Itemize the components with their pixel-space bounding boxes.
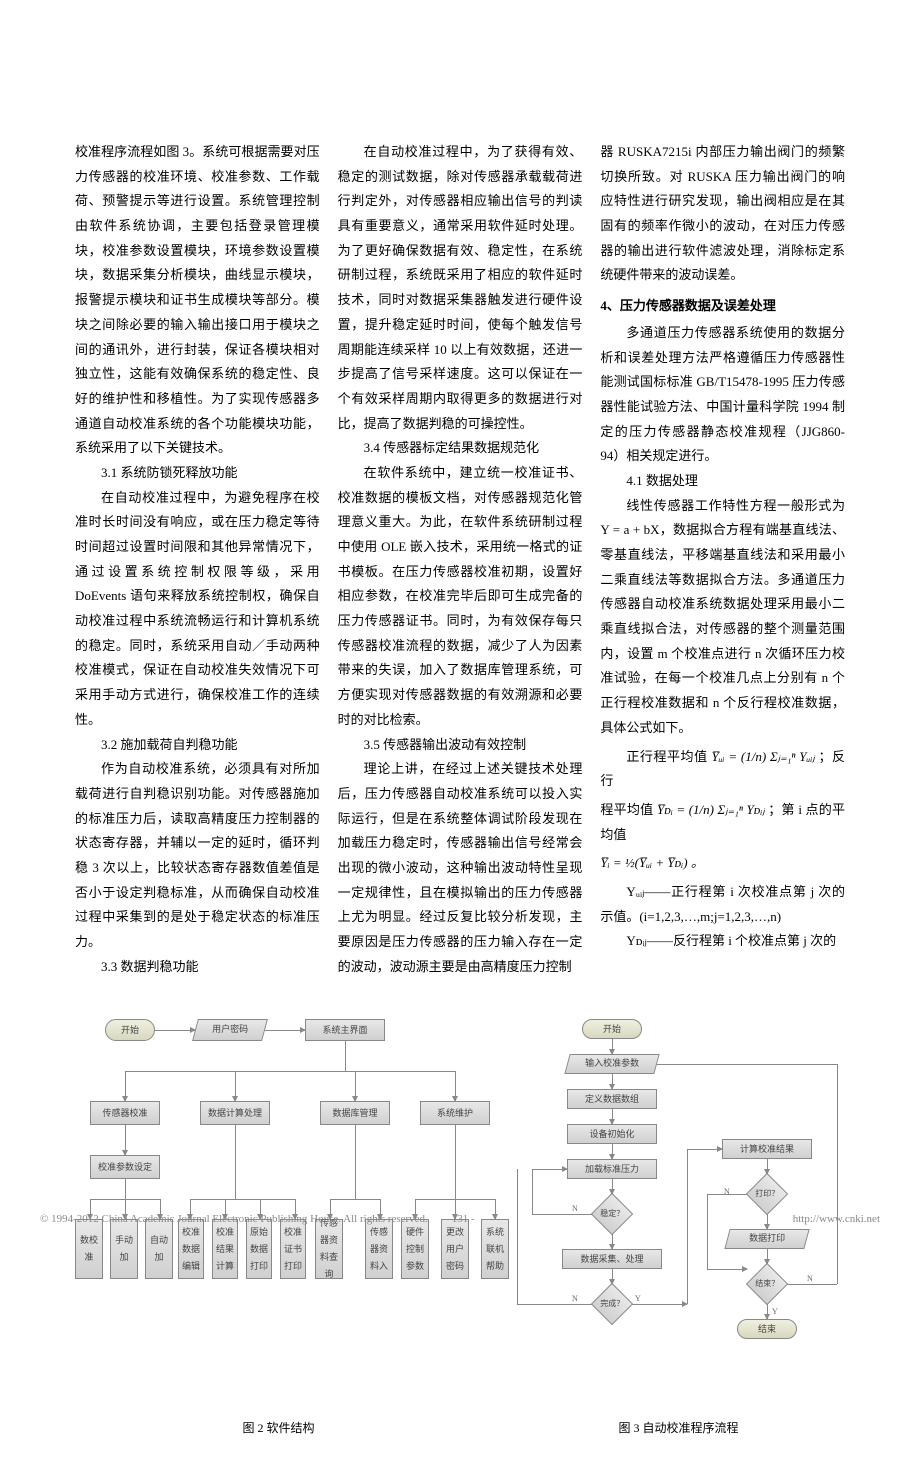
line bbox=[355, 1125, 356, 1199]
arrow bbox=[155, 1030, 195, 1031]
line bbox=[455, 1125, 456, 1199]
column-3: 器 RUSKA7215i 内部压力输出阀门的频繁切换所致。对 RUSKA 压力输… bbox=[600, 140, 845, 979]
arrow bbox=[632, 1304, 687, 1305]
c2-p3: 理论上讲，在经过上述关键技术处理后，压力传感器自动校准系统可以投入实际运行，但是… bbox=[338, 757, 583, 979]
arrow bbox=[687, 1149, 722, 1150]
fc3-init: 设备初始化 bbox=[567, 1124, 657, 1144]
line bbox=[532, 1169, 533, 1214]
f2-label: 程平均值 bbox=[600, 802, 653, 817]
formula-3: Y̅ᵢ = ½(Y̅ᵤᵢ + Y̅ᴅᵢ) 。 bbox=[600, 851, 845, 876]
arrow bbox=[612, 1074, 613, 1089]
fc2-main: 系统主界面 bbox=[305, 1019, 385, 1041]
arrow bbox=[235, 1071, 236, 1101]
fc3-collect: 数据采集、处理 bbox=[562, 1249, 662, 1269]
arrow bbox=[612, 1234, 613, 1249]
c2-p1: 在自动校准过程中，为了获得有效、稳定的测试数据，除对传感器承载载荷进行判定外，对… bbox=[338, 140, 583, 436]
note-1: Yᵤᵢⱼ——正行程第 i 次校准点第 j 次的示值。(i=1,2,3,…,m;j… bbox=[600, 880, 845, 929]
three-column-layout: 校准程序流程如图 3。系统可根据需要对压力传感器的校准环境、校准参数、工作载荷、… bbox=[75, 140, 845, 979]
fc3-finish: 结束？ bbox=[746, 1263, 788, 1305]
footer-copyright: © 1994-2012 China Academic Journal Elect… bbox=[40, 1209, 428, 1230]
page-footer: © 1994-2012 China Academic Journal Elect… bbox=[0, 1209, 920, 1230]
heading-3-5: 3.5 传感器输出波动有效控制 bbox=[338, 733, 583, 758]
c3-p3: 线性传感器工作特性方程一般形式为 Y = a + bX，数据拟合方程有端基直线法… bbox=[600, 494, 845, 741]
arrow bbox=[612, 1144, 613, 1159]
f1-label: 正行程平均值 bbox=[626, 749, 707, 764]
c3-p1: 器 RUSKA7215i 内部压力输出阀门的频繁切换所致。对 RUSKA 压力输… bbox=[600, 140, 845, 288]
fc2-b: 数据计算处理 bbox=[200, 1101, 270, 1125]
c1-p2: 在自动校准过程中，为避免程序在校准时长时间没有响应，或在压力稳定等待时间超过设置… bbox=[75, 486, 320, 733]
formula-2: 程平均值 Y̅ᴅᵢ = (1/n) Σⱼ₌₁ⁿ Yᴅᵢⱼ ；第 i 点的平均值 bbox=[600, 798, 845, 847]
line bbox=[330, 1199, 380, 1200]
heading-4-1: 4.1 数据处理 bbox=[600, 469, 845, 494]
heading-4: 4、压力传感器数据及误差处理 bbox=[600, 294, 845, 319]
arrow bbox=[707, 1269, 747, 1270]
line bbox=[517, 1304, 592, 1305]
line bbox=[125, 1179, 126, 1199]
column-2: 在自动校准过程中，为了获得有效、稳定的测试数据，除对传感器承载载荷进行判定外，对… bbox=[338, 140, 583, 979]
arrow bbox=[532, 1169, 567, 1170]
fc2-a: 传感器校准 bbox=[90, 1101, 160, 1125]
line bbox=[345, 1041, 346, 1071]
line bbox=[837, 1064, 838, 1284]
f2-expr: Y̅ᴅᵢ = (1/n) Σⱼ₌₁ⁿ Yᴅᵢⱼ bbox=[657, 802, 765, 817]
line bbox=[235, 1125, 236, 1199]
fc2-a1: 校准参数设定 bbox=[90, 1155, 160, 1179]
figure-3-caption: 图 3 自动校准程序流程 bbox=[512, 1417, 845, 1440]
arrow bbox=[612, 1109, 613, 1124]
arrow bbox=[767, 1304, 768, 1319]
fc3-done: 完成？ bbox=[591, 1283, 633, 1325]
footer-page-number: - 131 - bbox=[445, 1209, 474, 1230]
heading-3-3: 3.3 数据判稳功能 bbox=[75, 955, 320, 980]
formula-1: 正行程平均值 Y̅ᵤᵢ = (1/n) Σⱼ₌₁ⁿ Yᵤᵢⱼ ；反行 bbox=[600, 745, 845, 794]
fc3-def: 定义数据数组 bbox=[567, 1089, 657, 1109]
f1-expr: Y̅ᵤᵢ = (1/n) Σⱼ₌₁ⁿ Yᵤᵢⱼ bbox=[711, 749, 814, 764]
fc3-end: 结束 bbox=[737, 1319, 797, 1339]
line bbox=[125, 1071, 455, 1072]
arrow bbox=[355, 1071, 356, 1101]
line bbox=[657, 1064, 837, 1065]
line bbox=[707, 1194, 747, 1195]
label-n: N bbox=[572, 1291, 578, 1306]
c2-p2: 在软件系统中，建立统一校准证书、校准数据的模板文档，对传感器规范化管理意义重大。… bbox=[338, 461, 583, 733]
fc3-input: 输入校准参数 bbox=[564, 1054, 659, 1074]
column-1: 校准程序流程如图 3。系统可根据需要对压力传感器的校准环境、校准参数、工作载荷、… bbox=[75, 140, 320, 979]
arrow bbox=[125, 1125, 126, 1155]
fc3-start: 开始 bbox=[582, 1019, 642, 1039]
page: 校准程序流程如图 3。系统可根据需要对压力传感器的校准环境、校准参数、工作载荷、… bbox=[0, 0, 920, 1480]
fc2-login: 用户密码 bbox=[192, 1019, 268, 1041]
heading-3-4: 3.4 传感器标定结果数据规范化 bbox=[338, 436, 583, 461]
label-n: N bbox=[724, 1184, 730, 1199]
line bbox=[190, 1199, 295, 1200]
heading-3-1: 3.1 系统防锁死释放功能 bbox=[75, 461, 320, 486]
footer-url: http://www.cnki.net bbox=[793, 1209, 880, 1230]
c1-p1: 校准程序流程如图 3。系统可根据需要对压力传感器的校准环境、校准参数、工作载荷、… bbox=[75, 140, 320, 461]
fc2-c: 数据库管理 bbox=[320, 1101, 390, 1125]
heading-3-2: 3.2 施加载荷自判稳功能 bbox=[75, 733, 320, 758]
fc3-calc: 计算校准结果 bbox=[722, 1139, 812, 1159]
label-y: Y bbox=[772, 1304, 778, 1319]
c3-p2: 多通道压力传感器系统使用的数据分析和误差处理方法严格遵循压力传感器性能测试国标标… bbox=[600, 321, 845, 469]
line bbox=[707, 1194, 708, 1269]
figure-2-caption: 图 2 软件结构 bbox=[75, 1417, 482, 1440]
arrow bbox=[612, 1039, 613, 1054]
arrow bbox=[125, 1071, 126, 1101]
line bbox=[517, 1169, 518, 1304]
fc2-d: 系统维护 bbox=[420, 1101, 490, 1125]
note-2: Yᴅᵢⱼ——反行程第 i 个校准点第 j 次的 bbox=[600, 929, 845, 954]
fc3-doprint: 数据打印 bbox=[724, 1229, 809, 1249]
c1-p3: 作为自动校准系统，必须具有对所加载荷进行自判稳识别功能。对传感器施加的标准压力后… bbox=[75, 757, 320, 955]
fc2-start: 开始 bbox=[105, 1019, 155, 1041]
arrow bbox=[265, 1030, 305, 1031]
label-n: N bbox=[807, 1271, 813, 1286]
arrow bbox=[455, 1071, 456, 1101]
fc3-load: 加载标准压力 bbox=[567, 1159, 657, 1179]
